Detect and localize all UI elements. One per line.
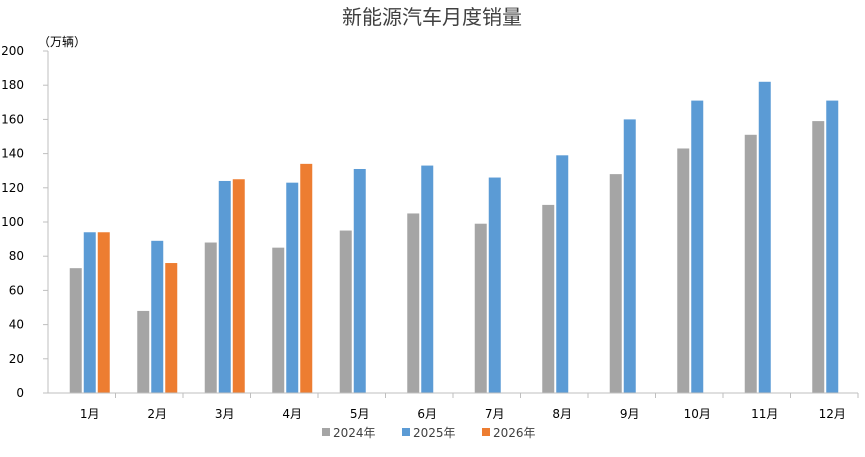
legend-item: 2025年	[402, 426, 456, 440]
bar-2025年-6月	[421, 165, 434, 393]
bar-2025年-1月	[83, 232, 96, 393]
legend-label: 2025年	[413, 426, 456, 440]
bar-2025年-3月	[218, 180, 231, 393]
bar-2026年-1月	[97, 232, 110, 393]
bar-2024年-4月	[272, 247, 285, 393]
x-tick-label: 1月	[80, 407, 100, 421]
bar-2024年-7月	[474, 223, 487, 393]
y-axis: 0 20 40 60 80 100 120 140 160 180 200	[1, 44, 49, 400]
legend-label: 2026年	[493, 426, 536, 440]
x-tick-label: 5月	[350, 407, 370, 421]
x-tick-label: 12月	[819, 407, 846, 421]
y-tick-label: 140	[1, 147, 24, 161]
x-tick-label: 11月	[751, 407, 778, 421]
y-tick-label: 20	[9, 352, 24, 366]
bar-2024年-11月	[744, 134, 757, 394]
bar-2025年-9月	[623, 119, 636, 394]
bar-2024年-3月	[204, 242, 217, 393]
bar-2025年-12月	[826, 100, 839, 393]
x-tick-label: 10月	[684, 407, 711, 421]
x-tick-label: 7月	[485, 407, 505, 421]
bar-2026年-4月	[300, 163, 313, 393]
bar-2025年-7月	[488, 177, 501, 393]
bar-2024年-2月	[137, 310, 150, 393]
bar-2025年-4月	[286, 182, 299, 393]
y-tick-label: 160	[1, 112, 24, 126]
x-tick-label: 2月	[147, 407, 167, 421]
x-tick-label: 4月	[282, 407, 302, 421]
legend-swatch	[482, 428, 490, 436]
x-tick-label: 8月	[552, 407, 572, 421]
bar-2024年-5月	[339, 230, 352, 393]
x-tick-label: 3月	[215, 407, 235, 421]
legend-item: 2024年	[322, 426, 376, 440]
y-tick-label: 40	[9, 318, 24, 332]
bar-2025年-11月	[758, 81, 771, 393]
legend-swatch	[402, 428, 410, 436]
x-tick-label: 9月	[620, 407, 640, 421]
bars	[69, 81, 839, 394]
bar-2025年-2月	[151, 240, 164, 393]
bar-2024年-6月	[407, 213, 420, 393]
y-tick-label: 200	[1, 44, 24, 58]
x-axis: 1月 2月 3月 4月 5月 6月 7月 8月 9月 10月 11月 12月	[48, 392, 859, 421]
y-tick-label: 180	[1, 78, 24, 92]
y-axis-unit-label: （万辆）	[38, 35, 86, 49]
y-tick-label: 120	[1, 181, 24, 195]
bar-2026年-3月	[232, 179, 245, 393]
legend-item: 2026年	[482, 426, 536, 440]
y-tick-label: 100	[1, 215, 24, 229]
y-tick-label: 60	[9, 283, 24, 297]
bar-2025年-8月	[556, 155, 569, 393]
bar-2026年-2月	[165, 263, 178, 393]
bar-2025年-10月	[691, 100, 704, 393]
y-tick-label: 80	[9, 249, 24, 263]
y-tick-label: 0	[16, 386, 24, 400]
legend-label: 2024年	[333, 426, 376, 440]
x-tick-label: 6月	[417, 407, 437, 421]
legend: 2024年 2025年 2026年	[322, 426, 536, 440]
bar-2025年-5月	[353, 168, 366, 393]
chart-title: 新能源汽车月度销量	[342, 5, 522, 29]
bar-2024年-12月	[812, 121, 825, 394]
bar-2024年-10月	[677, 148, 690, 393]
legend-swatch	[322, 428, 330, 436]
bar-2024年-8月	[542, 204, 555, 393]
bar-2024年-9月	[609, 174, 622, 393]
bar-2024年-1月	[69, 268, 82, 393]
